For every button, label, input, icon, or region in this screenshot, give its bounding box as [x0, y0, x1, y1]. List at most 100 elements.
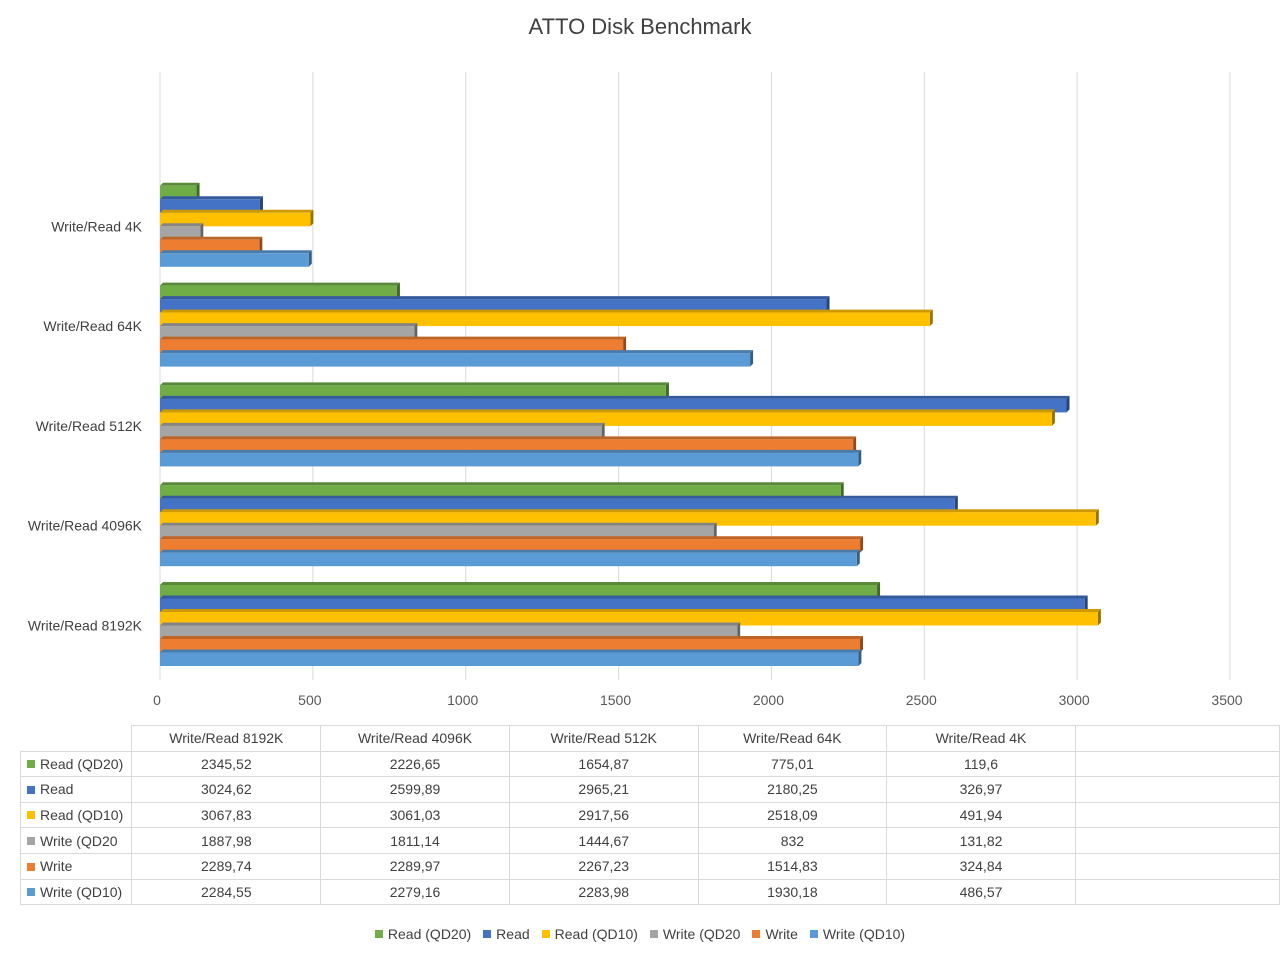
chart-title: ATTO Disk Benchmark [528, 14, 752, 39]
bar-write-qd20-write-read-512k [160, 422, 605, 440]
chart-plot: Write/Read 8192K Write/Read 4096K Write/Re… [28, 72, 1243, 708]
legend-label: Read [496, 926, 530, 942]
table-empty-cell [1074, 852, 1280, 880]
table-cell: 2518,09 [697, 801, 888, 829]
bar-write-qd20-write-read-8192k [160, 622, 741, 639]
table-row-header: Read (QD10) [19, 801, 133, 829]
table-cell: 2284,55 [131, 878, 322, 906]
table-cell: 131,82 [886, 827, 1076, 854]
table-cell: 2180,25 [697, 776, 888, 803]
table-cell: 3024,62 [131, 776, 322, 803]
bars [160, 182, 1101, 666]
table-empty-cell [1074, 750, 1280, 778]
legend-swatch [752, 930, 761, 939]
category-label-write-read-64k: Write/Read 64K [43, 318, 142, 334]
table-empty-cell [1074, 801, 1280, 829]
table-cell: 326,97 [886, 776, 1076, 803]
bar-read-qd10--write-read-512k [160, 409, 1055, 426]
legend-swatch [27, 836, 35, 845]
legend-item: Read (QD10) [541, 926, 638, 942]
category-label-write-read-512k: Write/Read 512K [36, 418, 143, 434]
legend-swatch [483, 930, 492, 939]
bar-read-write-read-512k [160, 395, 1070, 413]
table-cell: 2267,23 [508, 852, 699, 880]
table-cell: 1654,87 [508, 750, 699, 778]
bar-write-write-read-64k [160, 336, 627, 354]
table-row-header: Read [19, 776, 133, 803]
bar-read-qd10--write-read-64k [160, 309, 933, 327]
table-cell: 3067,83 [131, 801, 322, 829]
legend-swatch [541, 930, 550, 939]
legend-label: Write [765, 926, 798, 942]
table-cell: 1514,83 [697, 852, 888, 880]
bar-write-write-read-4k [160, 236, 263, 254]
bar-write-qd20-write-read-4k [160, 223, 204, 240]
table-column-header: Write/Read 64K [697, 725, 888, 752]
bar-read-qd20--write-read-512k [160, 382, 669, 399]
legend-item: Write [752, 926, 798, 942]
legend: Read (QD20) Read Read (QD10) Write (QD20 Wri… [0, 926, 1280, 942]
table-row: Read 3024,62 2599,89 2965,21 2180,25 326,97 [19, 776, 1280, 803]
table-cell: 2965,21 [508, 776, 699, 803]
legend-swatch [809, 930, 818, 939]
bar-read-qd10--write-read-4k [160, 209, 314, 227]
table-empty-header [1074, 725, 1280, 752]
table-row: Read (QD10) 3067,83 3061,03 2917,56 2518,09 4… [19, 801, 1280, 829]
category-label-write-read-4k: Write/Read 4K [51, 218, 142, 234]
category-label-write-read-4096k: Write/Read 4096K [28, 518, 143, 534]
series-name: Read (QD20) [40, 755, 124, 772]
table-cell: 2345,52 [131, 750, 322, 778]
bar-read-write-read-4096k [160, 495, 958, 513]
table-cell: 491,94 [886, 801, 1076, 829]
legend-swatch [27, 862, 35, 871]
tick-labels: 0 500 1000 1500 2000 2500 3000 3500 [153, 692, 1243, 708]
table-corner [20, 725, 133, 752]
tick-label-1000: 1000 [447, 692, 478, 708]
table-cell: 832 [697, 827, 888, 854]
table-empty-cell [1074, 827, 1280, 854]
tick-label-3000: 3000 [1059, 692, 1090, 708]
table-row: Write (QD20 1887,98 1811,14 1444,67 832 131,8… [19, 827, 1280, 854]
bar-write-qd20-write-read-64k [160, 323, 418, 340]
tick-label-500: 500 [298, 692, 322, 708]
tick-label-1500: 1500 [600, 692, 631, 708]
legend-swatch [27, 785, 35, 794]
table-cell: 1811,14 [320, 827, 510, 854]
table-cell: 2917,56 [508, 801, 699, 829]
table-cell: 486,57 [886, 878, 1076, 906]
legend-item: Read [483, 926, 530, 942]
tick-label-2500: 2500 [906, 692, 937, 708]
table-cell: 2289,74 [131, 852, 322, 880]
legend-swatch [27, 760, 35, 769]
table-cell: 1930,18 [697, 878, 888, 906]
table-cell: 2279,16 [320, 878, 510, 906]
bar-read-qd20--write-read-4k [160, 182, 200, 200]
table-cell: 2599,89 [320, 776, 510, 803]
bar-write-qd10--write-read-4k [160, 250, 312, 267]
series-name: Read (QD10) [40, 807, 124, 824]
bar-write-write-read-512k [160, 436, 857, 453]
bar-write-qd10--write-read-64k [160, 350, 754, 367]
table-row-header: Write (QD20 [19, 827, 133, 854]
table-cell: 3061,03 [320, 801, 510, 829]
table-cell: 1444,67 [508, 827, 699, 854]
legend-label: Write (QD10) [822, 926, 906, 942]
table-column-header: Write/Read 4K [886, 725, 1076, 752]
bar-read-qd20--write-read-8192k [160, 582, 881, 599]
table-row-header: Read (QD20) [19, 750, 133, 778]
gridlines [159, 72, 1231, 680]
tick-label-3500: 3500 [1211, 692, 1242, 708]
table-row: Read (QD20) 2345,52 2226,65 1654,87 775,01 11… [19, 750, 1280, 778]
table-row-header: Write (QD10) [19, 878, 133, 906]
table-empty-cell [1074, 776, 1280, 803]
bar-write-write-read-8192k [160, 636, 864, 653]
legend-label: Read (QD20) [387, 926, 472, 942]
legend-swatch [27, 888, 35, 897]
tick-label-0: 0 [153, 692, 161, 708]
legend-item: Write (QD10) [809, 926, 906, 942]
series-name: Read [40, 781, 74, 798]
legend-item: Write (QD20 [649, 926, 741, 942]
bar-write-qd10--write-read-4096k [160, 549, 860, 567]
category-labels: Write/Read 8192K Write/Read 4096K Write/Re… [28, 218, 143, 633]
legend-label: Write (QD20 [662, 926, 741, 942]
